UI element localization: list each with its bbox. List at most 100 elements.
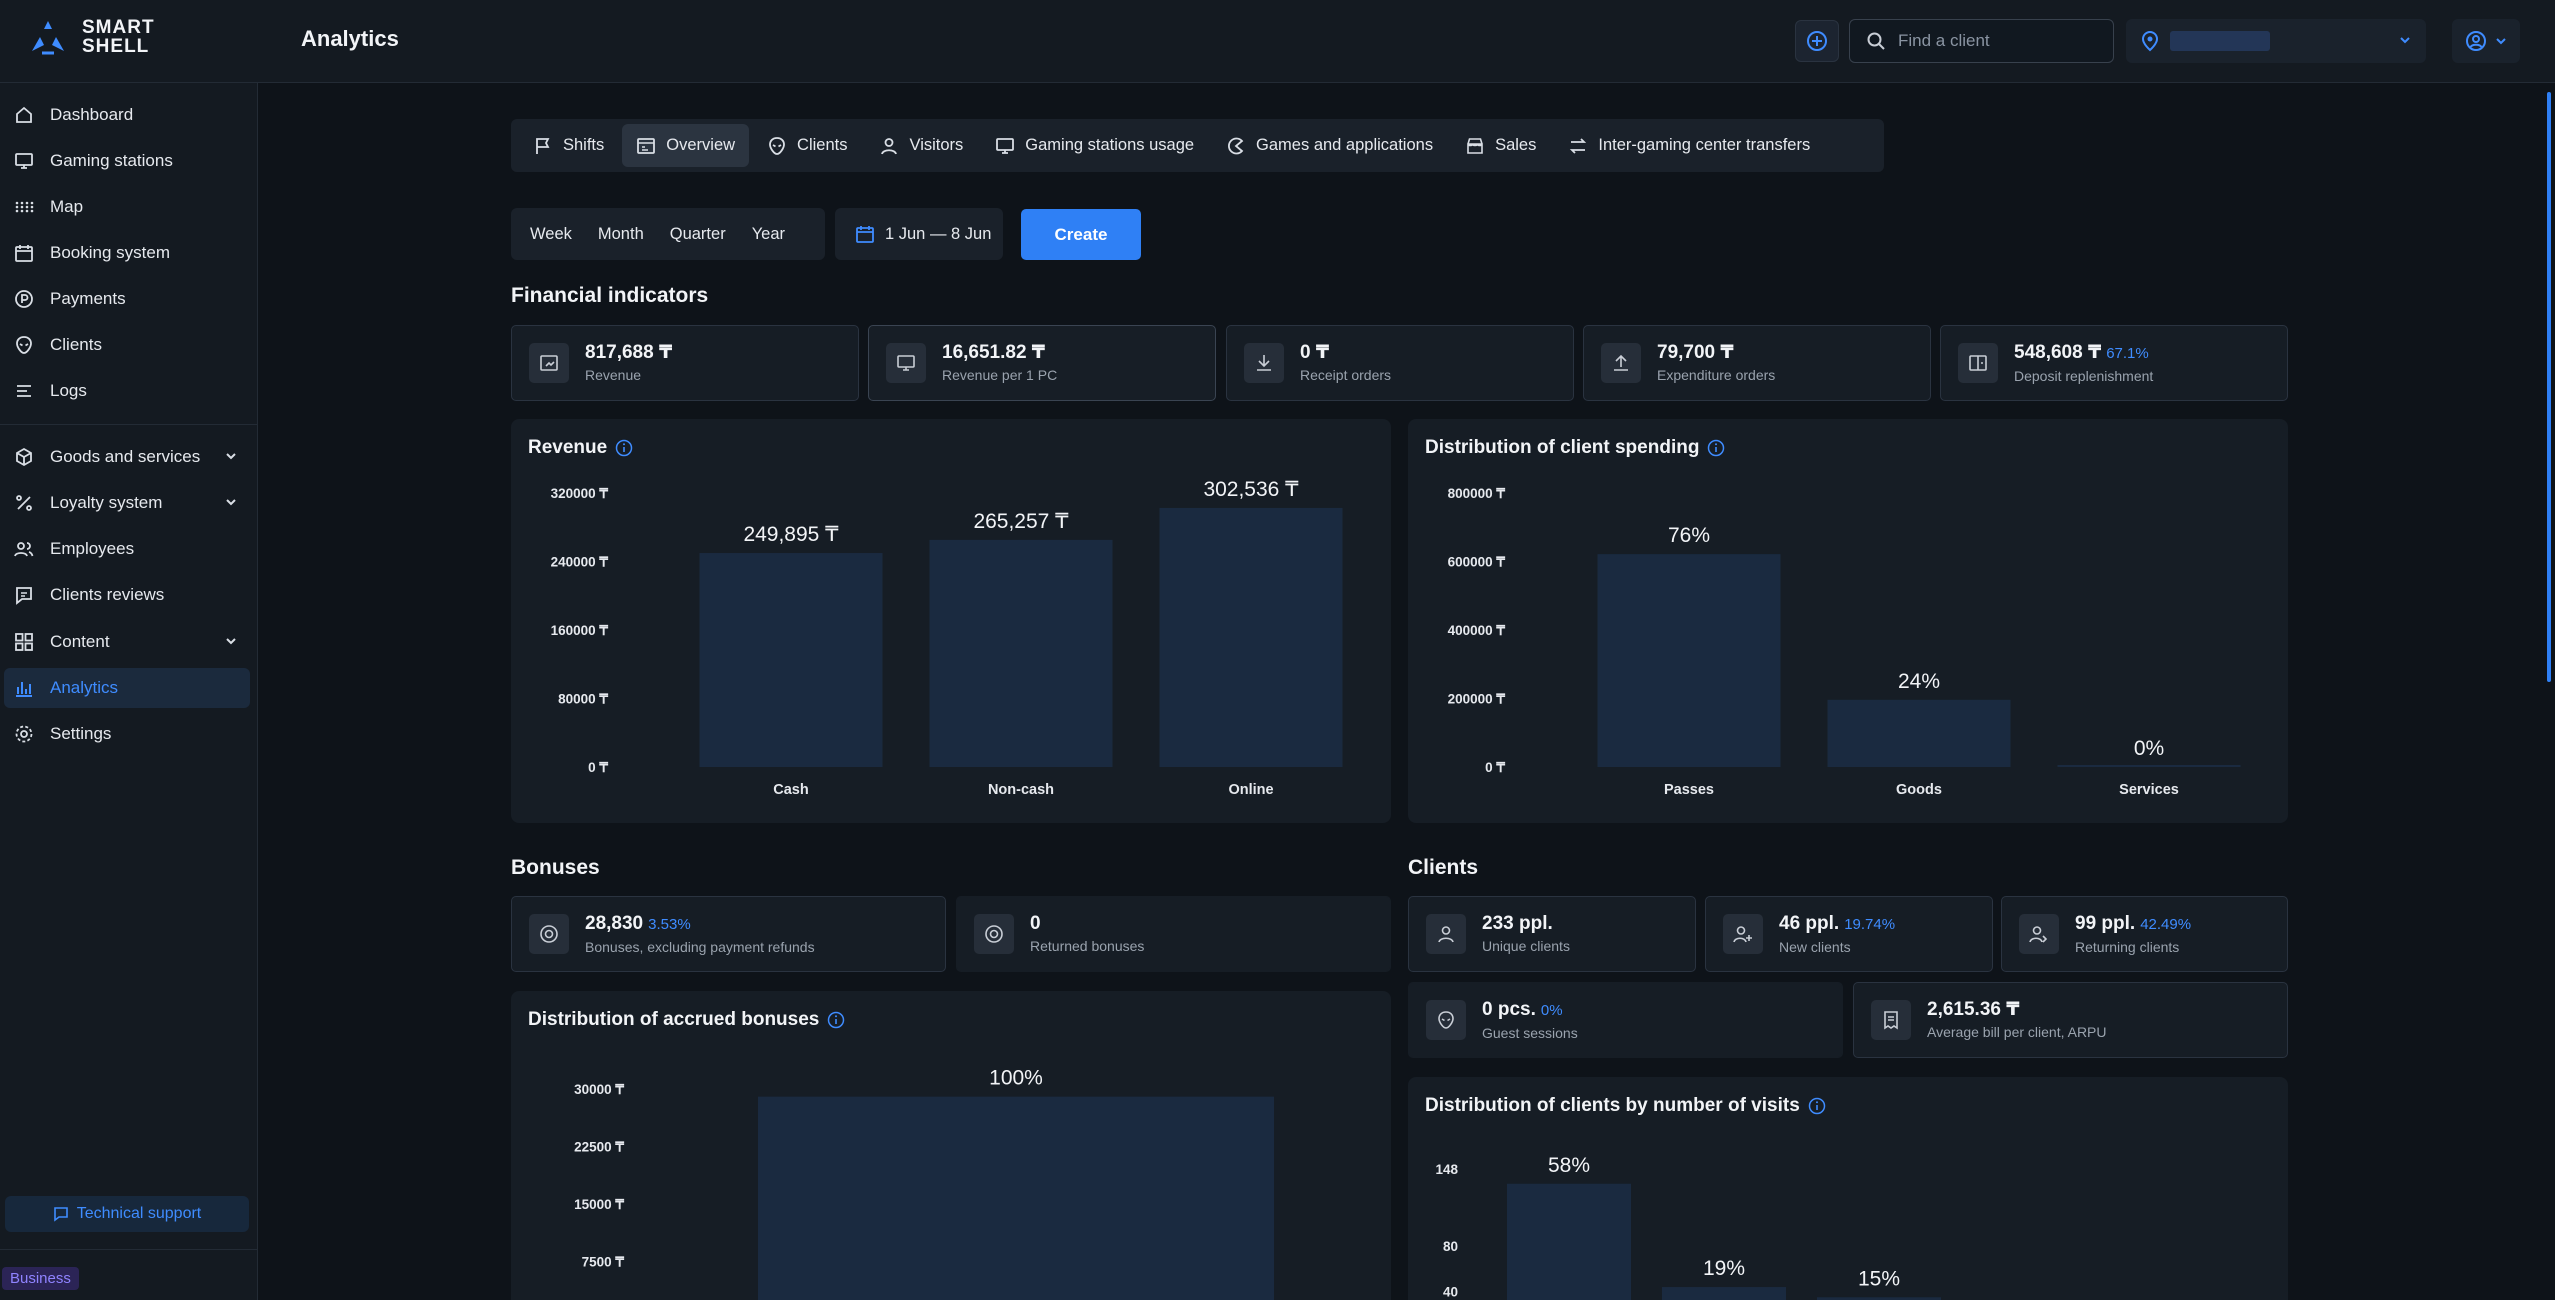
data-label: 24% (1898, 670, 1940, 693)
kpi-expenditure-orders: 79,700 ₸ Expenditure orders (1583, 325, 1931, 401)
category-label: Cash (773, 782, 808, 798)
sidebar-item-label: Dashboard (50, 105, 134, 124)
y-tick-label: 30000 ₸ (574, 1082, 625, 1097)
kpi-label: New clients (1779, 938, 1851, 955)
sidebar-item-label: Settings (50, 724, 112, 743)
page-scrollbar[interactable] (2547, 92, 2551, 682)
location-select[interactable] (2126, 19, 2426, 63)
tab-inter-gaming-center-transfers[interactable]: Inter-gaming center transfers (1554, 124, 1824, 167)
message-icon (16, 587, 32, 605)
sidebar-divider (0, 424, 258, 425)
kpi-label: Expenditure orders (1657, 367, 1776, 383)
sidebar-item-gaming-stations[interactable]: Gaming stations (4, 141, 250, 181)
info-icon[interactable] (1707, 439, 1725, 457)
search-input[interactable] (1898, 31, 2098, 51)
monitor-icon (897, 355, 915, 371)
grid-icon (15, 633, 33, 651)
tab-shifts[interactable]: Shifts (519, 124, 618, 167)
bar[interactable] (2057, 765, 2241, 767)
period-week[interactable]: Week (530, 224, 572, 243)
sidebar-item-settings[interactable]: Settings (4, 714, 250, 754)
alien-icon (1438, 1011, 1454, 1029)
wallet-icon (1969, 355, 1987, 371)
tab-gaming-stations-usage[interactable]: Gaming stations usage (981, 124, 1208, 167)
kpi-guest-sessions: 0 pcs. 0% Guest sessions (1408, 982, 1843, 1058)
info-icon[interactable] (827, 1011, 845, 1029)
kpi-percent: 42.49% (2140, 915, 2192, 933)
client-search[interactable] (1849, 19, 2114, 63)
sidebar-item-label: Goods and services (50, 447, 201, 466)
kpi-value: 548,608 ₸ (2014, 341, 2102, 363)
financial-indicators-title: Financial indicators (511, 284, 709, 307)
kpi-revenue: 817,688 ₸ Revenue (511, 325, 859, 401)
sidebar-item-map[interactable]: Map (4, 187, 250, 227)
sidebar-item-clients-reviews[interactable]: Clients reviews (4, 575, 250, 615)
info-icon[interactable] (1808, 1097, 1826, 1115)
bar[interactable] (1597, 554, 1781, 767)
kpi-returned-bonuses: 0 Returned bonuses (956, 896, 1391, 972)
bar[interactable] (1159, 507, 1343, 767)
period-year[interactable]: Year (751, 224, 786, 243)
add-button[interactable] (1795, 20, 1839, 62)
sidebar-item-payments[interactable]: Payments (4, 279, 250, 319)
data-label: 76% (1668, 524, 1710, 547)
sidebar-item-content[interactable]: Content (4, 622, 250, 662)
tab-label: Sales (1495, 136, 1537, 154)
kpi-percent: 0% (1540, 1001, 1563, 1019)
chevron-down-icon (2400, 37, 2410, 44)
y-tick-label: 148 (1435, 1162, 1458, 1177)
create-button[interactable]: Create (1021, 209, 1141, 260)
sidebar-item-dashboard[interactable]: Dashboard (4, 95, 250, 135)
date-range-value: 1 Jun — 8 Jun (885, 224, 992, 243)
tab-overview[interactable]: Overview (622, 124, 750, 167)
period-quarter[interactable]: Quarter (669, 224, 726, 243)
tab-games-and-applications[interactable]: Games and applications (1212, 124, 1447, 167)
data-label: 19% (1703, 1257, 1745, 1280)
overview-icon (637, 137, 656, 154)
sidebar-item-employees[interactable]: Employees (4, 529, 250, 569)
tab-label: Visitors (909, 136, 964, 154)
bar[interactable] (699, 553, 883, 767)
coin-icon (15, 290, 33, 308)
y-tick-label: 0 ₸ (588, 760, 609, 775)
technical-support-button[interactable]: Technical support (5, 1196, 249, 1232)
data-label: 0% (2134, 737, 2164, 760)
tab-sales[interactable]: Sales (1451, 124, 1550, 167)
bar[interactable] (1507, 1183, 1631, 1300)
sidebar-item-analytics[interactable]: Analytics (4, 668, 250, 708)
sidebar-item-logs[interactable]: Logs (4, 371, 250, 411)
sidebar-item-goods-and-services[interactable]: Goods and services (4, 437, 250, 477)
bar[interactable] (1827, 699, 2011, 767)
kpi-returning-clients: 99 ppl. 42.49% Returning clients (2001, 896, 2288, 972)
gear-icon (15, 725, 33, 743)
data-label: 58% (1548, 1154, 1590, 1177)
bar[interactable] (1817, 1297, 1941, 1300)
kpi-value: 0 ₸ (1300, 342, 1330, 363)
user-menu-button[interactable] (2452, 19, 2520, 63)
kpi-arpu: 2,615.36 ₸ Average bill per client, ARPU (1853, 982, 2288, 1058)
date-range-picker[interactable]: 1 Jun — 8 Jun (835, 208, 1003, 260)
sidebar-item-booking-system[interactable]: Booking system (4, 233, 250, 273)
info-icon[interactable] (615, 439, 633, 457)
kpi-value: 0 pcs. (1482, 998, 1536, 1020)
sidebar-item-loyalty-system[interactable]: Loyalty system (4, 483, 250, 523)
revenue-chart: 0 ₸ 80000 ₸ 160000 ₸ 240000 ₸ 320000 ₸ 249,89… (551, 478, 1343, 798)
bar[interactable] (1662, 1287, 1786, 1300)
accrued-bonuses-title: Distribution of accrued bonuses (528, 1009, 820, 1030)
user-return-icon (2029, 926, 2048, 943)
tab-clients[interactable]: Clients (753, 124, 861, 167)
period-selector: Week Month Quarter Year (511, 208, 825, 260)
kpi-label: Average bill per client, ARPU (1927, 1024, 2107, 1040)
bar[interactable] (929, 539, 1113, 767)
percent-icon (16, 495, 32, 511)
sidebar-item-clients[interactable]: Clients (4, 325, 250, 365)
list-icon (17, 385, 31, 397)
period-month[interactable]: Month (597, 224, 644, 243)
kpi-percent: 3.53% (648, 915, 691, 933)
monitor-icon (996, 137, 1015, 154)
tab-visitors[interactable]: Visitors (865, 124, 977, 167)
logo[interactable]: SMART SHELL (28, 18, 155, 56)
bar[interactable] (758, 1096, 1274, 1300)
kpi-value: 28,830 (585, 912, 644, 934)
sidebar-item-label: Booking system (50, 243, 170, 262)
